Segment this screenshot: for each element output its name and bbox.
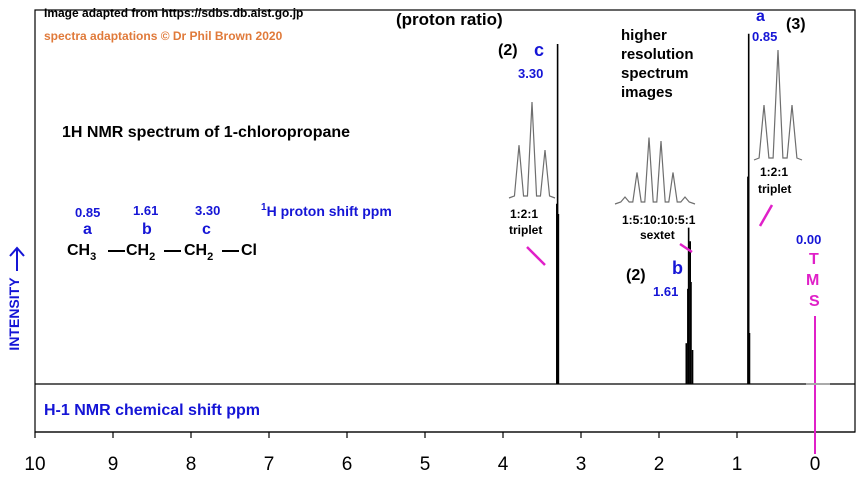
pointer-c (526, 246, 546, 266)
molecule-group-ch2-b: CH2 (126, 242, 156, 263)
higher-resolution-label-2: resolution (621, 46, 694, 63)
x-axis-title: H-1 NMR chemical shift ppm (44, 402, 261, 419)
peak-a-multiplicity: triplet (758, 182, 792, 196)
inset-trace-c (508, 101, 556, 199)
x-tick-label: 2 (654, 454, 665, 475)
molecule-letter-b: b (142, 221, 152, 238)
peak-c-pattern: 1:2:1 (510, 207, 539, 221)
peak-c-ratio: (2) (498, 42, 518, 59)
peak-c-letter: c (534, 40, 545, 60)
pointer-b (679, 242, 693, 254)
inset-trace-a (753, 49, 803, 161)
pointer-lines (526, 204, 774, 266)
peak-b-multiplicity: sextet (640, 228, 675, 242)
x-tick-label: 6 (342, 454, 353, 475)
proton-shift-label: 1H proton shift ppm (261, 202, 392, 219)
proton-shift-sup: 1 (261, 202, 267, 213)
peak-b-pattern: 1:5:10:10:5:1 (622, 213, 696, 227)
ch2b-main: CH (126, 242, 150, 259)
peak-b-letter: b (672, 258, 683, 278)
higher-resolution-label-1: higher (621, 27, 667, 44)
ch2c-main: CH (184, 242, 208, 259)
x-tick-label: 0 (810, 454, 821, 475)
ch2c-sub: 2 (207, 251, 214, 263)
higher-resolution-label-4: images (621, 84, 673, 101)
pointer-a (758, 204, 774, 227)
copyright-credit: spectra adaptations © Dr Phil Brown 2020 (44, 29, 283, 43)
peak-a-pattern: 1:2:1 (760, 165, 789, 179)
x-tick-label: 8 (186, 454, 197, 475)
molecule-chlorine: Cl (241, 242, 257, 259)
plot-frame (34, 9, 856, 433)
ch3-main: CH (67, 242, 91, 259)
proton-ratio-label: (proton ratio) (396, 10, 503, 29)
molecule-letter-a: a (83, 221, 92, 238)
source-credit: Image adapted from https://sdbs.db.aist.… (44, 6, 304, 20)
tms-letter-m: M (806, 272, 820, 289)
high-resolution-insets (508, 49, 803, 205)
peak-a-shift: 0.85 (752, 29, 778, 44)
molecule-shift-b: 1.61 (133, 203, 159, 218)
tms-letter-s: S (809, 293, 820, 310)
peak-a-letter: a (756, 8, 765, 25)
y-axis-title: INTENSITY (6, 277, 22, 351)
tms-shift: 0.00 (796, 232, 822, 247)
x-tick-label: 3 (576, 454, 587, 475)
peak-b-ratio: (2) (626, 267, 646, 284)
x-tick-label: 9 (108, 454, 119, 475)
ch3-sub: 3 (90, 251, 97, 263)
inset-trace-b (614, 137, 696, 205)
x-tick-label: 10 (24, 454, 45, 475)
x-tick-label: 5 (420, 454, 431, 475)
x-axis-ticks: 10 9 8 7 6 5 4 3 2 1 0 (24, 432, 820, 475)
molecule-group-ch2-c: CH2 (184, 242, 214, 263)
spectrum-peaks (556, 33, 751, 384)
tms-letter-t: T (809, 251, 819, 268)
peak-a-ratio: (3) (786, 16, 806, 33)
x-tick-label: 4 (498, 454, 509, 475)
peak-c-shift: 3.30 (518, 66, 544, 81)
peak-b-shift: 1.61 (653, 284, 679, 299)
spectrum-title: 1H NMR spectrum of 1-chloropropane (62, 124, 351, 141)
higher-resolution-label-3: spectrum (621, 65, 689, 82)
molecule-letter-c: c (202, 221, 211, 238)
molecule-shift-a: 0.85 (75, 205, 101, 220)
molecule-group-ch3: CH3 (67, 242, 97, 263)
ch2b-sub: 2 (149, 251, 156, 263)
proton-shift-text: H proton shift ppm (266, 203, 392, 219)
x-tick-label: 7 (264, 454, 275, 475)
molecule-shift-c: 3.30 (195, 203, 221, 218)
peak-c-multiplicity: triplet (509, 223, 543, 237)
x-tick-label: 1 (732, 454, 743, 475)
y-axis-arrow-icon (9, 246, 25, 271)
